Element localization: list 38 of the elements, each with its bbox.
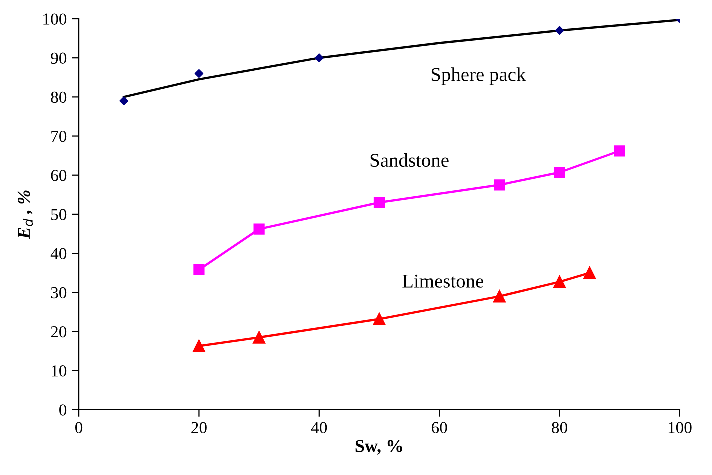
x-tick-label: 40 <box>311 422 328 434</box>
point <box>584 266 596 280</box>
point <box>554 276 566 288</box>
y-tick-label: 10 <box>52 366 67 377</box>
point <box>315 54 324 62</box>
text: Sphere pack <box>432 68 526 86</box>
y-tick-label: 20 <box>51 326 67 338</box>
point <box>555 26 564 36</box>
x-tick-label: 20 <box>192 422 207 434</box>
y-tick-label: 70 <box>52 130 67 142</box>
y-tick-label: 0 <box>60 404 67 416</box>
y-axis-title: E$_{d}$ , % <box>18 190 34 240</box>
x-tick-label: 100 <box>668 422 692 434</box>
point <box>554 167 566 178</box>
point <box>192 340 206 352</box>
point <box>614 146 626 157</box>
point <box>120 96 128 106</box>
x-axis-title: Sw, % <box>356 440 402 455</box>
y-tick-label: 30 <box>51 287 67 299</box>
series-label: Limestone <box>402 274 484 288</box>
x-tick-label: 60 <box>432 422 448 434</box>
x-tick-label: 80 <box>552 422 568 434</box>
y-tick-label: 80 <box>51 92 67 104</box>
point <box>493 290 506 303</box>
point <box>254 224 265 235</box>
point <box>494 180 506 191</box>
y-tick-label: 100 <box>44 14 67 25</box>
y-tick-label: 90 <box>51 52 67 64</box>
point <box>253 331 266 344</box>
point <box>373 312 386 326</box>
series-label: Sandstone <box>370 153 449 168</box>
point <box>194 69 204 78</box>
y-tick-label: 50 <box>52 209 67 220</box>
y-tick-label: 40 <box>50 248 67 260</box>
x-tick-label: 0 <box>76 422 83 434</box>
point <box>374 197 386 208</box>
point <box>194 264 205 276</box>
y-tick-label: 60 <box>51 170 67 182</box>
